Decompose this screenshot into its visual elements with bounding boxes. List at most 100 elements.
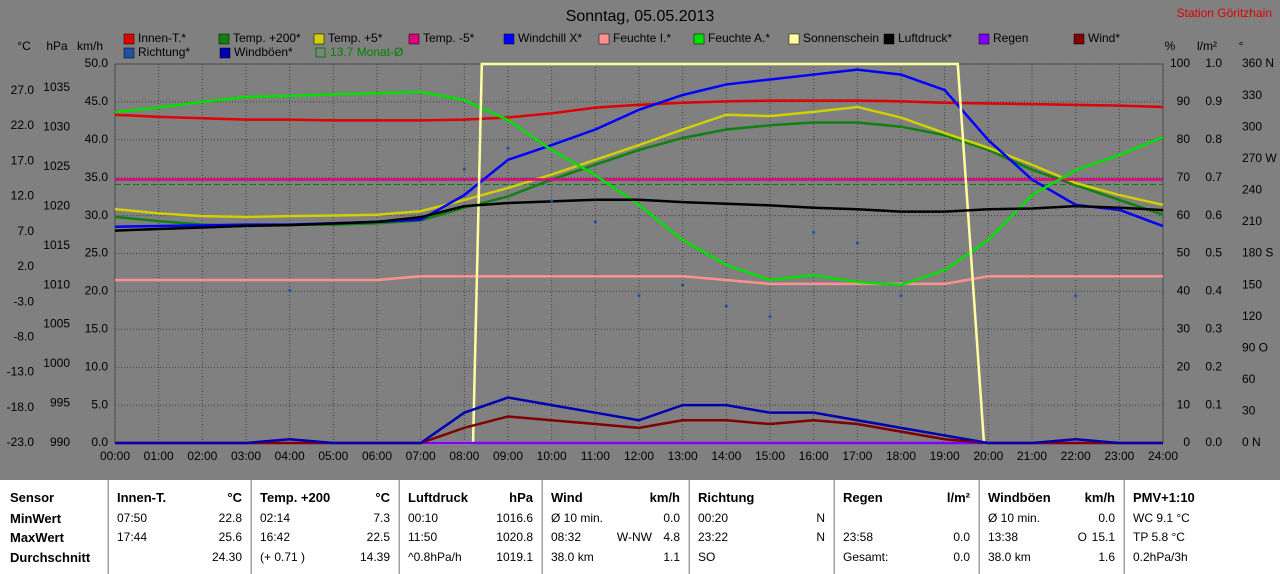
legend-swatch (313, 33, 325, 45)
series-line (115, 396, 1163, 445)
x-tick-label: 13:00 (668, 449, 698, 463)
y-tick-label: 100 (1170, 56, 1190, 70)
y-tick-label: -18.0 (7, 400, 35, 414)
x-tick-label: 08:00 (449, 449, 479, 463)
x-tick-label: 06:00 (362, 449, 392, 463)
y-tick-label: 17.0 (11, 153, 35, 167)
direction-dot (812, 230, 816, 234)
x-tick-label: 21:00 (1017, 449, 1047, 463)
y-tick-label: 0.6 (1205, 208, 1222, 222)
sensor-panel: Richtung 00:20 N 23:22 N SO (689, 480, 833, 574)
table-value: Gesamt: (843, 550, 889, 564)
legend-label: Temp. -5* (423, 31, 475, 45)
row-label: MaxWert (10, 530, 64, 545)
x-tick-label: 09:00 (493, 449, 523, 463)
direction-dot (288, 288, 292, 292)
series-line (114, 90, 1164, 287)
table-value: Ø 10 min. (988, 511, 1041, 525)
panel-title: Luftdruck (408, 490, 468, 505)
y-tick-label: 0.5 (1205, 246, 1222, 260)
y-tick-label: 60 (1242, 372, 1256, 386)
direction-dot (855, 241, 859, 245)
table-value: 02:14 (260, 511, 291, 525)
y-tick-label: 0.1 (1205, 397, 1222, 411)
panel-unit: km/h (649, 490, 680, 505)
x-tick-label: 23:00 (1104, 449, 1134, 463)
legend-label: Windböen* (234, 45, 293, 59)
legend-label: Windchill X* (518, 31, 582, 45)
table-value: N (816, 530, 825, 544)
table-value: 15.1 (1091, 530, 1115, 544)
legend-swatch (883, 33, 895, 45)
table-value: 16:42 (260, 530, 291, 544)
table-value: 38.0 km (988, 550, 1031, 564)
direction-dot (593, 220, 597, 224)
table-value: N (816, 511, 825, 525)
y-tick-label: 270 W (1242, 151, 1277, 165)
y-tick-label: 150 (1242, 277, 1262, 291)
row-label: Durchschnitt (10, 550, 91, 565)
y-tick-label: 210 (1242, 214, 1262, 228)
y-tick-label: 0.0 (91, 435, 108, 449)
x-tick-label: 01:00 (144, 449, 174, 463)
legend-swatch (503, 33, 515, 45)
y-tick-label: 1.0 (1205, 56, 1222, 70)
legend-swatch (408, 33, 420, 45)
row-label: Sensor (10, 490, 55, 505)
legend-label: Richtung* (138, 45, 190, 59)
y-tick-label: 120 (1242, 309, 1262, 323)
legend-label: Luftdruck* (898, 31, 952, 45)
summary-table: Sensor MinWert MaxWert Durchschnitt Innen-T.… (0, 480, 1280, 574)
y-tick-label: 45.0 (85, 94, 109, 108)
table-value: TP 5.8 °C (1133, 530, 1185, 544)
legend-swatch (978, 33, 990, 45)
panel-title: Temp. +200 (260, 490, 331, 505)
y-tick-label: 10 (1177, 397, 1191, 411)
direction-dot (724, 304, 728, 308)
legend-swatch (598, 33, 610, 45)
y-tick-label: 0.0 (1205, 435, 1222, 449)
table-value: 4.8 (663, 530, 680, 544)
direction-dot (768, 315, 772, 319)
panel-unit: °C (375, 490, 390, 505)
series-line (114, 99, 1164, 122)
legend-label: Innen-T.* (138, 31, 186, 45)
y-tick-label: -13.0 (7, 365, 35, 379)
x-tick-label: 07:00 (406, 449, 436, 463)
x-tick-label: 04:00 (275, 449, 305, 463)
y-tick-label: 0.9 (1205, 94, 1222, 108)
table-value: W-NW (616, 530, 652, 544)
direction-dot (550, 199, 554, 203)
axis-unit: km/h (77, 39, 103, 53)
y-tick-label: 12.0 (11, 189, 35, 203)
panel-title: Windböen (988, 490, 1051, 505)
legend-swatch (123, 47, 135, 59)
table-value: 14.39 (359, 550, 390, 564)
x-tick-label: 24:00 (1148, 449, 1178, 463)
panel-unit: hPa (509, 490, 533, 505)
y-tick-label: 0.7 (1205, 170, 1222, 184)
panel-unit: l/m² (946, 490, 970, 505)
table-value: 17:44 (117, 530, 148, 544)
direction-dot (506, 146, 510, 150)
y-tick-label: 20.0 (85, 284, 109, 298)
x-tick-label: 18:00 (886, 449, 916, 463)
table-value: O (1077, 530, 1087, 544)
direction-dot (637, 294, 641, 298)
y-tick-label: 25.0 (85, 246, 109, 260)
sensor-panel: Regen l/m² 23:58 0.0 Gesamt: 0.0 (834, 480, 978, 574)
x-tick-label: 10:00 (537, 449, 567, 463)
table-value: 0.0 (953, 530, 970, 544)
table-value: 13:38 (988, 530, 1019, 544)
direction-dot (681, 283, 685, 287)
x-tick-label: 12:00 (624, 449, 654, 463)
table-value: 24.30 (211, 550, 242, 564)
y-tick-label: 60 (1177, 208, 1191, 222)
legend-label: Feuchte A.* (708, 31, 770, 45)
x-tick-label: 15:00 (755, 449, 785, 463)
y-tick-label: 80 (1177, 132, 1191, 146)
table-value: 0.0 (1098, 511, 1115, 525)
x-tick-label: 16:00 (799, 449, 829, 463)
table-value: 23:58 (843, 530, 874, 544)
x-tick-label: 02:00 (187, 449, 217, 463)
